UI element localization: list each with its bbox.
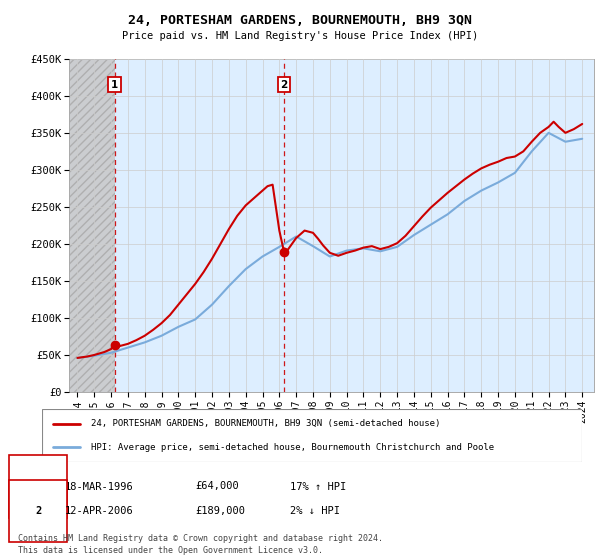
Text: 24, PORTESHAM GARDENS, BOURNEMOUTH, BH9 3QN: 24, PORTESHAM GARDENS, BOURNEMOUTH, BH9 … <box>128 14 472 27</box>
Text: This data is licensed under the Open Government Licence v3.0.: This data is licensed under the Open Gov… <box>18 545 323 555</box>
Text: £64,000: £64,000 <box>195 482 239 492</box>
Text: 2: 2 <box>35 506 41 516</box>
Text: 2% ↓ HPI: 2% ↓ HPI <box>290 506 340 516</box>
Text: Price paid vs. HM Land Registry's House Price Index (HPI): Price paid vs. HM Land Registry's House … <box>122 31 478 41</box>
Text: Contains HM Land Registry data © Crown copyright and database right 2024.: Contains HM Land Registry data © Crown c… <box>18 534 383 543</box>
Text: 2: 2 <box>280 80 287 90</box>
Bar <box>69 59 115 392</box>
Text: 18-MAR-1996: 18-MAR-1996 <box>65 482 134 492</box>
Text: 24, PORTESHAM GARDENS, BOURNEMOUTH, BH9 3QN (semi-detached house): 24, PORTESHAM GARDENS, BOURNEMOUTH, BH9 … <box>91 419 440 428</box>
Text: £189,000: £189,000 <box>195 506 245 516</box>
Text: 17% ↑ HPI: 17% ↑ HPI <box>290 482 346 492</box>
FancyBboxPatch shape <box>42 409 582 462</box>
Text: 1: 1 <box>111 80 118 90</box>
Text: 1: 1 <box>35 482 41 492</box>
Text: 12-APR-2006: 12-APR-2006 <box>65 506 134 516</box>
Text: HPI: Average price, semi-detached house, Bournemouth Christchurch and Poole: HPI: Average price, semi-detached house,… <box>91 442 494 451</box>
